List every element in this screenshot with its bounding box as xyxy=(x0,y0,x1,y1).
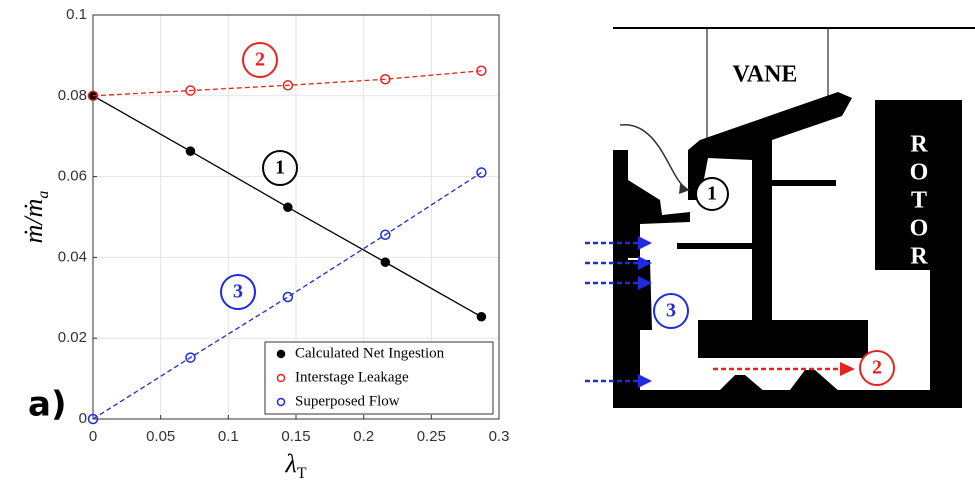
data-point xyxy=(186,147,194,155)
y-label-sub: a xyxy=(35,191,52,199)
y-tick-label: 0.02 xyxy=(58,329,87,346)
x-tick-label: 0.3 xyxy=(489,428,510,445)
data-point xyxy=(477,313,485,321)
seal-strip xyxy=(770,180,836,186)
data-point xyxy=(284,203,292,211)
x-tick-label: 0.15 xyxy=(281,428,310,445)
stator xyxy=(688,92,868,358)
panel-label: a) xyxy=(28,385,66,425)
rotor-letter: O xyxy=(910,160,929,186)
rotor-letter: O xyxy=(910,216,929,242)
diagram-label: 1 xyxy=(707,183,717,205)
x-tick-label: 0 xyxy=(89,428,97,445)
y-tick-label: 0.1 xyxy=(66,6,87,23)
annotation: 1 xyxy=(275,157,285,179)
legend-label: Interstage Leakage xyxy=(295,369,409,385)
arrow-head xyxy=(840,362,855,376)
figure: a) λT ṁ/ṁa VANE 1 2 3 ROTOR 00.050.10.15… xyxy=(0,0,975,492)
y-tick-label: 0 xyxy=(79,410,87,427)
diagram-label: 3 xyxy=(666,300,676,322)
fins xyxy=(720,370,840,392)
legend-label: Superposed Flow xyxy=(295,393,400,409)
annotation: 3 xyxy=(233,281,243,303)
annotation: 2 xyxy=(255,49,265,71)
rotor-letter: T xyxy=(911,188,927,214)
y-tick-label: 0.04 xyxy=(58,248,87,265)
ingress-arrow xyxy=(620,125,686,188)
x-axis-label: λT xyxy=(284,449,306,482)
diagram-label: 2 xyxy=(872,357,882,379)
rotor-letter: R xyxy=(910,244,928,270)
y-axis-label: ṁ/ṁa xyxy=(19,191,52,244)
data-point xyxy=(381,258,389,266)
y-label-main: ṁ/ṁ xyxy=(19,199,48,244)
y-tick-label: 0.06 xyxy=(58,168,87,185)
x-tick-label: 0.1 xyxy=(218,428,239,445)
x-tick-label: 0.05 xyxy=(146,428,175,445)
x-tick-label: 0.2 xyxy=(353,428,374,445)
legend-marker xyxy=(278,351,285,358)
y-tick-label: 0.08 xyxy=(58,87,87,104)
x-tick-label: 0.25 xyxy=(417,428,446,445)
vane-label: VANE xyxy=(733,62,798,88)
x-label-sub: T xyxy=(297,465,307,482)
x-label-main: λ xyxy=(284,449,296,478)
rotor-letter: R xyxy=(910,132,928,158)
legend-label: Calculated Net Ingestion xyxy=(295,345,445,361)
seal-strip xyxy=(677,243,754,249)
